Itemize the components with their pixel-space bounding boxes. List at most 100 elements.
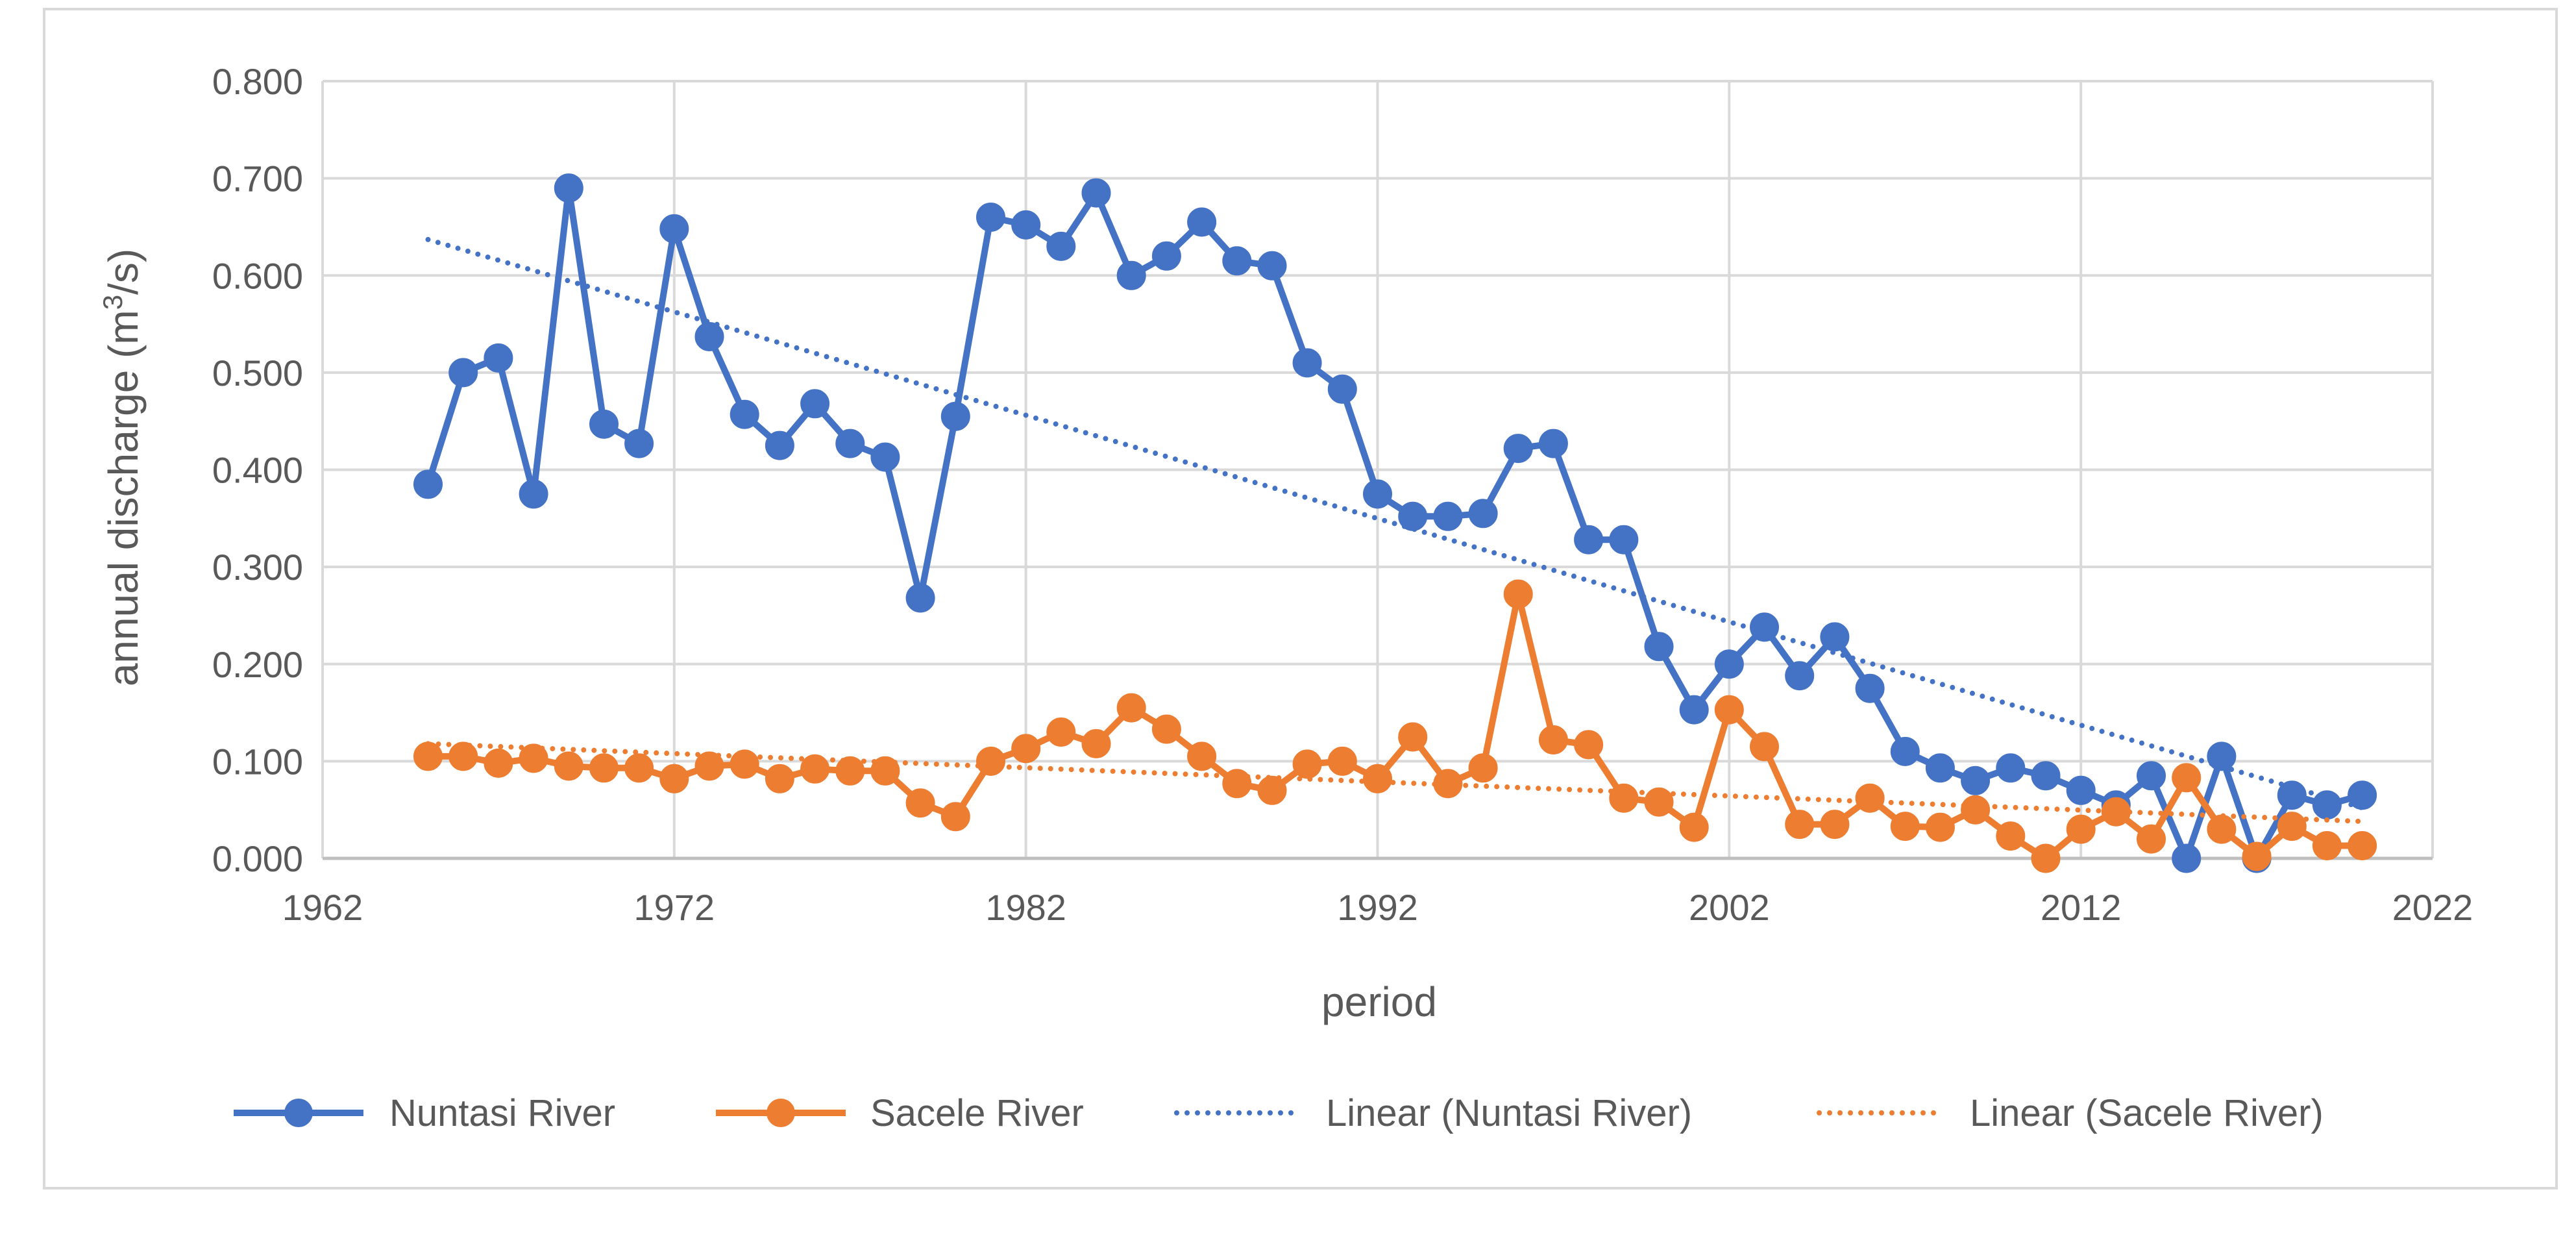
data-point — [1398, 722, 1428, 752]
data-point — [624, 429, 654, 458]
data-point — [2137, 761, 2166, 791]
data-point — [1327, 374, 1357, 404]
data-point — [1714, 649, 1744, 679]
y-tick-label: 0.000 — [212, 838, 303, 879]
data-point — [2277, 812, 2307, 841]
series-linear-nuntasi-river — [425, 236, 2365, 811]
trendline — [425, 236, 2365, 811]
y-tick-label: 0.200 — [212, 644, 303, 685]
data-point — [2172, 843, 2202, 873]
data-point — [1151, 241, 1181, 271]
data-point — [1855, 673, 1885, 703]
data-point — [1961, 795, 1991, 825]
plot-area — [413, 173, 2377, 873]
x-axis-title: period — [1321, 978, 1437, 1025]
legend: Nuntasi River Sacele River Linear (Nuntasi… — [234, 1092, 2324, 1134]
data-point — [589, 753, 619, 783]
data-point — [2207, 741, 2237, 771]
data-point — [2242, 841, 2272, 871]
data-point — [1996, 821, 2026, 851]
data-point — [1714, 695, 1744, 725]
legend-marker — [284, 1099, 313, 1127]
data-point — [765, 764, 794, 793]
data-point — [1116, 693, 1146, 723]
data-point — [2312, 790, 2342, 820]
data-point — [1151, 714, 1181, 744]
y-axis-title: annual discharge (m3/s) — [97, 249, 147, 686]
data-point — [1257, 775, 1287, 805]
y-tick-label: 0.100 — [212, 741, 303, 782]
data-point — [2031, 761, 2061, 791]
data-point — [624, 753, 654, 783]
data-point — [484, 748, 513, 778]
data-point — [2066, 814, 2096, 844]
data-point — [1468, 753, 1498, 783]
legend-label: Linear (Nuntasi River) — [1326, 1092, 1692, 1134]
data-point — [1433, 501, 1463, 531]
data-point — [694, 751, 724, 781]
data-point — [519, 743, 548, 773]
data-point — [1222, 246, 1252, 276]
data-point — [1046, 717, 1076, 747]
data-point — [1538, 725, 1568, 754]
data-point — [1222, 769, 1252, 799]
legend-label: Linear (Sacele River) — [1970, 1092, 2324, 1134]
data-point — [1046, 231, 1076, 261]
data-point — [554, 751, 583, 781]
data-point — [2031, 843, 2061, 873]
data-point — [1785, 810, 1815, 840]
data-point — [800, 754, 830, 784]
data-point — [1116, 260, 1146, 290]
x-tick-label: 1962 — [282, 887, 363, 928]
data-point — [2137, 824, 2166, 854]
legend-label: Sacele River — [870, 1092, 1084, 1134]
legend-entry: Linear (Sacele River) — [1817, 1092, 2324, 1134]
data-point — [1011, 734, 1041, 764]
data-point — [835, 429, 865, 458]
x-tick-label: 2002 — [1689, 887, 1770, 928]
data-point — [1292, 348, 1322, 378]
data-point — [1574, 730, 1604, 760]
data-point — [1855, 783, 1885, 813]
data-point — [554, 173, 583, 203]
data-point — [1363, 764, 1392, 793]
data-point — [1538, 429, 1568, 458]
data-point — [1327, 746, 1357, 776]
data-point — [1433, 769, 1463, 799]
series-sacele-river — [413, 579, 2377, 873]
x-tick-label: 1992 — [1337, 887, 1418, 928]
data-point — [765, 430, 794, 460]
data-point — [1609, 525, 1639, 554]
chart-frame — [43, 8, 2558, 1189]
data-point — [1503, 579, 1533, 609]
data-point — [413, 469, 443, 499]
legend-entry: Linear (Nuntasi River) — [1174, 1092, 1692, 1134]
legend-entry: Nuntasi River — [234, 1092, 615, 1134]
data-point — [1609, 783, 1639, 813]
data-point — [1011, 210, 1041, 240]
data-point — [413, 741, 443, 771]
data-point — [1750, 732, 1779, 762]
trendline — [425, 741, 2365, 825]
data-point — [1081, 178, 1111, 208]
data-point — [1890, 736, 1920, 766]
data-point — [1187, 741, 1217, 771]
data-point — [2312, 831, 2342, 860]
data-point — [519, 479, 548, 509]
data-point — [976, 746, 1005, 776]
data-point — [1890, 812, 1920, 841]
x-tick-label: 2022 — [2392, 887, 2473, 928]
data-point — [1925, 812, 1955, 842]
data-point — [2277, 780, 2307, 810]
data-point — [1187, 207, 1217, 237]
data-point — [2207, 814, 2237, 844]
data-point — [1503, 434, 1533, 464]
data-point — [659, 214, 689, 243]
y-tick-label: 0.800 — [212, 61, 303, 102]
data-point — [1644, 632, 1674, 662]
data-point — [800, 389, 830, 419]
legend-marker — [767, 1099, 795, 1127]
data-point — [1574, 525, 1604, 554]
x-tick-label: 1982 — [985, 887, 1066, 928]
